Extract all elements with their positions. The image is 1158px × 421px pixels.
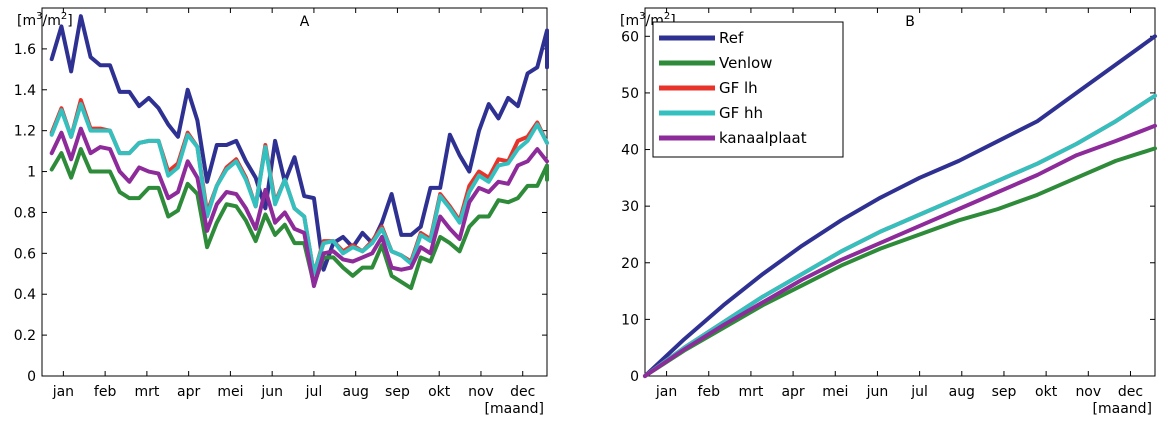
y-tick-label: 60: [621, 29, 639, 45]
x-tick-label: mrt: [134, 384, 159, 400]
x-tick-label: apr: [177, 384, 200, 400]
plot-frame: [41, 7, 548, 377]
x-tick-label: aug: [949, 384, 975, 400]
x-tick-label: feb: [698, 384, 721, 400]
x-tick-label: nov: [1075, 384, 1101, 400]
legend-label: Venlow: [719, 54, 772, 72]
x-tick-label: dec: [1118, 384, 1143, 400]
x-tick-label: jun: [260, 384, 283, 400]
y-tick-label: 0.8: [14, 205, 36, 221]
y-tick-label: 1: [27, 165, 36, 181]
y-tick-label: 50: [621, 86, 639, 102]
series-line-venlow: [643, 146, 1157, 378]
x-tick-label: sep: [992, 384, 1017, 400]
x-tick-label: apr: [781, 384, 804, 400]
series-line-kanaalplaat: [49, 126, 549, 289]
x-tick-label: nov: [468, 384, 494, 400]
x-tick-label: jan: [655, 384, 677, 400]
x-tick-label: jun: [866, 384, 889, 400]
y-tick-label: 1.2: [14, 124, 36, 140]
series-line-ref: [643, 34, 1157, 378]
x-axis-label: [maand]: [1093, 401, 1152, 417]
legend-label: kanaalplaat: [719, 129, 807, 147]
series-line-kanaalplaat: [643, 123, 1157, 378]
x-tick-label: okt: [428, 384, 451, 400]
plot-frame: [644, 7, 1156, 377]
chart-panel-b: 0 10 20 30 40 50 60 jan feb mrt apr mei jun jul aug sep…: [620, 7, 1157, 417]
chart-title: B: [905, 14, 915, 30]
x-tick-label: sep: [385, 384, 410, 400]
y-tick-label: 1.6: [14, 42, 36, 58]
chart-panel-a: 0 0.2 0.4 0.6 0.8 1 1.2 1.4 1.6 jan feb mrt apr mei ju…: [14, 7, 549, 417]
series-line-ref: [49, 14, 549, 272]
x-tick-label: feb: [94, 384, 117, 400]
x-axis-label: [maand]: [485, 401, 544, 417]
y-axis-label: [m3/m2]: [17, 11, 73, 29]
y-tick-label: 1.4: [14, 83, 36, 99]
series-line-gf-hh: [49, 102, 549, 276]
legend-label: GF hh: [719, 104, 763, 122]
series-line-gf-hh: [643, 93, 1157, 378]
y-tick-label: 30: [621, 199, 639, 215]
x-tick-label: okt: [1035, 384, 1058, 400]
x-tick-label: mrt: [738, 384, 763, 400]
y-tick-label: 10: [621, 312, 639, 328]
y-tick-label: 40: [621, 143, 639, 159]
legend-label: Ref: [719, 29, 744, 47]
x-tick-label: dec: [510, 384, 535, 400]
y-tick-label: 20: [621, 256, 639, 272]
x-tick-label: aug: [343, 384, 369, 400]
x-tick-label: jul: [910, 384, 928, 400]
y-tick-label: 0: [630, 369, 639, 385]
y-tick-label: 0: [27, 369, 36, 385]
x-tick-label: jul: [305, 384, 323, 400]
y-tick-label: 0.2: [14, 328, 36, 344]
x-tick-label: mei: [217, 384, 243, 400]
legend-label: GF lh: [719, 79, 758, 97]
legend: Ref Venlow GF lh GF hh kanaalplaat: [652, 21, 844, 158]
y-tick-label: 0.4: [14, 287, 36, 303]
x-tick-label: jan: [52, 384, 74, 400]
chart-title: A: [300, 14, 310, 30]
x-tick-label: mei: [822, 384, 848, 400]
y-tick-label: 0.6: [14, 246, 36, 262]
